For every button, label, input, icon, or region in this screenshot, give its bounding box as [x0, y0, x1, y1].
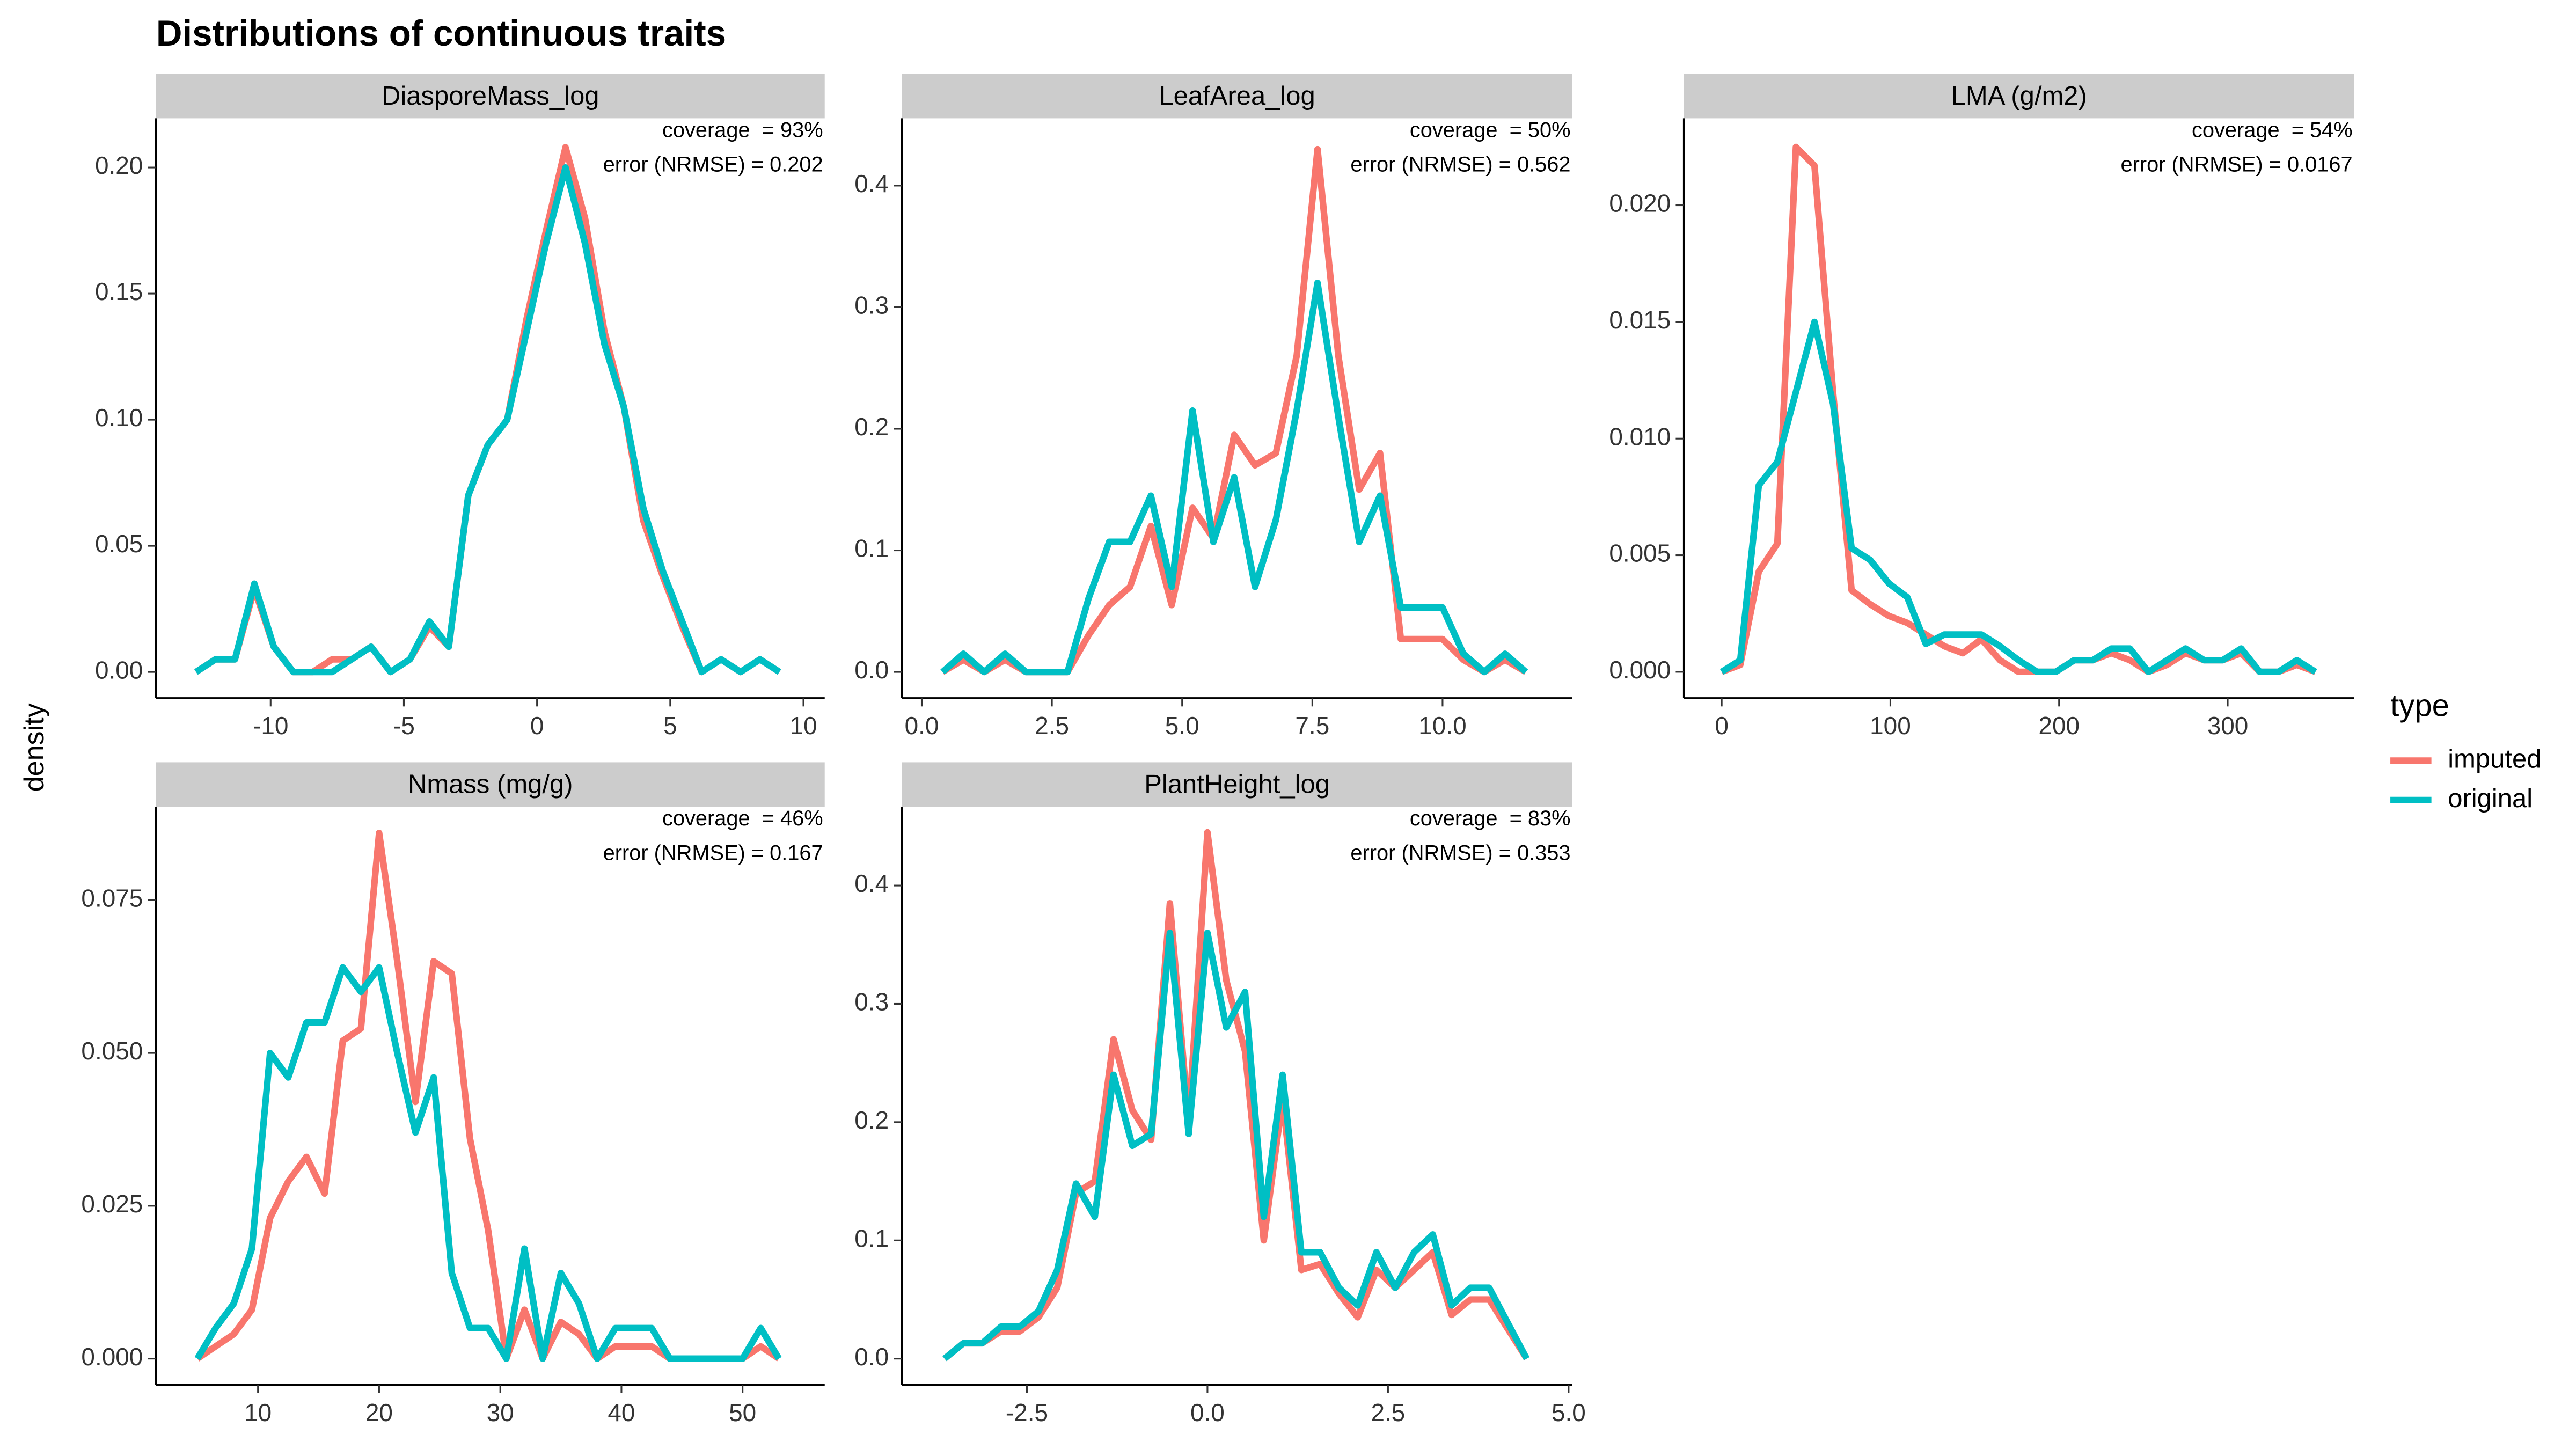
y-tick-label: 0.2 — [854, 413, 889, 441]
x-tick-label: 0 — [1715, 712, 1729, 740]
x-tick-label: 50 — [729, 1399, 756, 1426]
y-tick-label: 0.010 — [1609, 422, 1671, 450]
y-tick-label: 0.15 — [95, 277, 143, 305]
y-tick-label: 0.1 — [854, 535, 889, 562]
annotation: coverage = 46% — [662, 807, 823, 830]
x-tick-label: 30 — [487, 1399, 514, 1426]
x-tick-label: 7.5 — [1295, 712, 1329, 740]
legend-label: original — [2448, 784, 2533, 813]
series-line — [942, 829, 1529, 1362]
facet-strip — [156, 762, 825, 807]
x-tick-label: 0.0 — [905, 712, 939, 740]
annotation: coverage = 93% — [662, 118, 823, 142]
y-tick-label: 0.3 — [854, 988, 889, 1016]
facet-title: DiasporeMass_log — [382, 82, 599, 111]
y-tick-label: 0.0 — [854, 1343, 889, 1371]
legend-title: type — [2390, 689, 2449, 723]
y-tick-label: 0.050 — [81, 1037, 143, 1065]
y-tick-label: 0.4 — [854, 869, 889, 897]
y-tick-label: 0.4 — [854, 170, 889, 197]
y-tick-label: 0.020 — [1609, 189, 1671, 217]
series-line — [195, 829, 781, 1362]
x-tick-label: 0 — [530, 712, 544, 740]
annotation: coverage = 50% — [1410, 118, 1571, 142]
facet-strip — [156, 74, 825, 119]
series-line — [941, 145, 1528, 676]
annotation: coverage = 83% — [1410, 807, 1571, 830]
y-tick-label: 0.10 — [95, 404, 143, 431]
x-tick-label: 10.0 — [1418, 712, 1466, 740]
facet-strip — [902, 74, 1572, 119]
x-tick-label: 0.0 — [1190, 1399, 1225, 1426]
annotation: error (NRMSE) = 0.0167 — [2120, 153, 2352, 177]
x-tick-label: 10 — [244, 1399, 272, 1426]
annotation: error (NRMSE) = 0.202 — [603, 153, 823, 177]
y-tick-label: 0.000 — [1609, 656, 1671, 684]
series-line — [940, 280, 1528, 676]
annotation: error (NRMSE) = 0.353 — [1350, 841, 1570, 865]
legend-label: imputed — [2448, 744, 2541, 773]
annotation: coverage = 54% — [2192, 118, 2353, 142]
y-tick-label: 0.025 — [81, 1190, 143, 1218]
series-line — [1721, 143, 2317, 676]
y-tick-label: 0.1 — [854, 1224, 889, 1252]
series-line — [194, 164, 781, 676]
y-tick-label: 0.015 — [1609, 306, 1671, 334]
facet-title: LeafArea_log — [1159, 82, 1315, 111]
x-tick-label: 5.0 — [1165, 712, 1199, 740]
facet-title: Nmass (mg/g) — [408, 770, 573, 799]
x-tick-label: 100 — [1870, 712, 1911, 740]
series-line — [194, 964, 782, 1362]
x-tick-label: 20 — [365, 1399, 393, 1426]
facet-title: PlantHeight_log — [1144, 770, 1330, 799]
series-line — [942, 930, 1530, 1362]
annotation: error (NRMSE) = 0.167 — [603, 841, 823, 865]
y-tick-label: 0.20 — [95, 151, 143, 179]
facet-strip — [1684, 74, 2354, 119]
y-tick-label: 0.075 — [81, 884, 143, 912]
y-tick-label: 0.00 — [95, 656, 143, 684]
y-tick-label: 0.3 — [854, 291, 889, 319]
x-tick-label: 5.0 — [1552, 1399, 1586, 1426]
y-tick-label: 0.0 — [854, 656, 889, 684]
x-tick-label: 10 — [789, 712, 817, 740]
y-tick-label: 0.05 — [95, 530, 143, 558]
x-tick-label: 40 — [608, 1399, 635, 1426]
x-tick-label: -2.5 — [1006, 1399, 1048, 1426]
x-tick-label: 300 — [2207, 712, 2249, 740]
x-tick-label: -5 — [393, 712, 415, 740]
y-axis-label: density — [19, 703, 50, 792]
y-tick-label: 0.005 — [1609, 539, 1671, 567]
x-tick-label: 5 — [663, 712, 677, 740]
x-tick-label: -10 — [253, 712, 288, 740]
chart-title: Distributions of continuous traits — [156, 13, 726, 54]
x-tick-label: 200 — [2038, 712, 2080, 740]
x-tick-label: 2.5 — [1371, 1399, 1405, 1426]
y-tick-label: 0.000 — [81, 1343, 143, 1371]
series-line — [1719, 318, 2317, 676]
facet-strip — [902, 762, 1572, 807]
series-line — [194, 144, 781, 676]
x-tick-label: 2.5 — [1035, 712, 1069, 740]
facet-title: LMA (g/m2) — [1951, 82, 2087, 111]
y-tick-label: 0.2 — [854, 1106, 889, 1134]
annotation: error (NRMSE) = 0.562 — [1350, 153, 1570, 177]
